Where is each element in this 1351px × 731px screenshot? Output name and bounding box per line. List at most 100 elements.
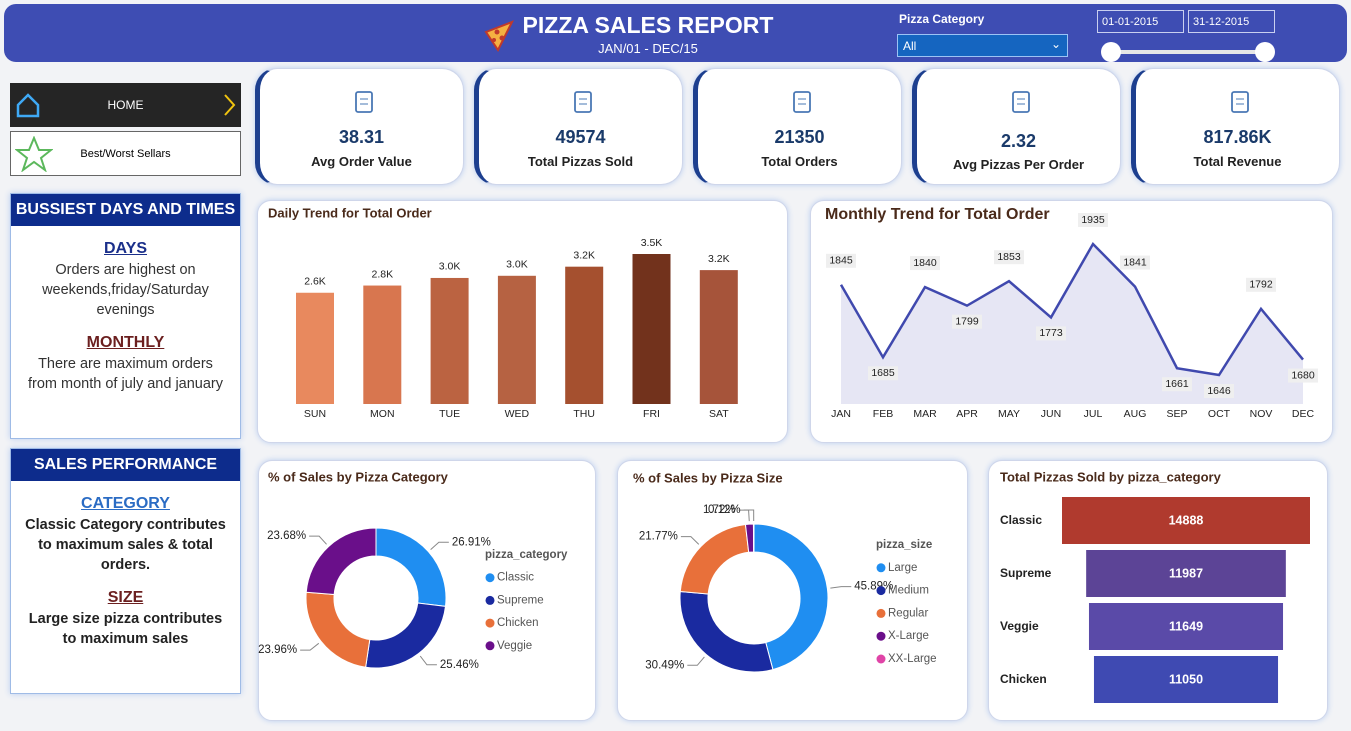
section-heading: DAYS — [104, 240, 147, 257]
legend-label: X-Large — [888, 630, 929, 642]
x-tick-label: APR — [956, 408, 978, 420]
star-icon — [15, 136, 53, 172]
x-tick-label: THU — [573, 408, 595, 420]
label-bg — [1204, 384, 1234, 398]
data-label: 3.0K — [506, 259, 528, 271]
kpi-label: Avg Order Value — [311, 154, 412, 169]
bar — [699, 270, 738, 404]
section-text: Classic Category contributes to maximum … — [25, 517, 226, 573]
panel-title: BUSSIEST DAYS AND TIMES — [11, 194, 240, 226]
x-tick-label: DEC — [1292, 408, 1315, 420]
data-label: 1853 — [997, 251, 1021, 263]
leader-line — [830, 586, 852, 589]
legend-label: Supreme — [497, 594, 544, 606]
donut-slice — [305, 591, 371, 668]
data-label: 14888 — [1169, 513, 1204, 527]
kpi-card: 49574 Total Pizzas Sold — [474, 68, 683, 185]
home-button[interactable]: HOME — [10, 83, 241, 127]
data-label: 1840 — [913, 257, 937, 269]
label-bg — [994, 250, 1024, 265]
donut-slice — [752, 523, 755, 553]
data-label: 11649 — [1169, 619, 1203, 633]
category-label: Supreme — [1000, 566, 1052, 580]
bar — [296, 292, 334, 404]
data-label: 3.2K — [708, 253, 730, 265]
filter-value: All — [903, 39, 917, 53]
x-tick-label: JUL — [1084, 408, 1103, 420]
bar — [632, 254, 671, 404]
label-bg — [952, 314, 982, 329]
funnel-bar — [1088, 603, 1284, 650]
data-label: 11987 — [1169, 566, 1203, 580]
x-tick-label: FRI — [643, 408, 660, 420]
home-icon — [16, 93, 40, 118]
line — [839, 241, 1304, 377]
leader-line — [680, 536, 700, 545]
best-worst-button[interactable]: Best/Worst Sellars — [10, 131, 241, 176]
data-label: 30.49% — [645, 659, 684, 671]
legend-title: pizza_size — [876, 539, 932, 551]
legend-marker — [485, 618, 495, 628]
label-bg — [1120, 255, 1150, 270]
panel-title: SALES PERFORMANCE — [11, 449, 240, 481]
kpi-value: 49574 — [555, 127, 606, 147]
legend-title: pizza_category — [485, 549, 568, 561]
data-label: 23.96% — [258, 644, 297, 656]
section-text: Orders are highest on weekends,friday/Sa… — [42, 262, 209, 318]
legend-label: Regular — [888, 607, 928, 619]
donut-slice — [365, 602, 447, 669]
x-tick-label: AUG — [1124, 408, 1147, 420]
data-label: 3.5K — [641, 237, 663, 249]
label-bg — [1078, 213, 1108, 227]
donut-slice — [305, 527, 377, 596]
data-label: 23.68% — [267, 530, 306, 542]
legend-marker — [485, 641, 495, 651]
report-subtitle: JAN/01 - DEC/15 — [598, 41, 698, 56]
bar — [497, 275, 536, 404]
data-label: 2.8K — [371, 268, 393, 280]
chart-title: Total Pizzas Sold by pizza_category — [1000, 469, 1222, 484]
legend-marker — [876, 563, 886, 573]
x-tick-label: SAT — [709, 408, 729, 420]
dropdown-chevron: ⌄ — [1050, 37, 1061, 51]
insight-panel: BUSSIEST DAYS AND TIMES DAYS Orders are hi… — [10, 193, 241, 439]
data-label: 3.0K — [439, 261, 461, 273]
data-label: 11050 — [1169, 672, 1203, 686]
bar — [565, 266, 604, 404]
kpi-icon — [355, 91, 373, 113]
x-tick-label: SEP — [1166, 408, 1187, 420]
x-tick-label: JAN — [831, 408, 851, 420]
x-tick-label: OCT — [1208, 408, 1231, 420]
leader-line — [430, 541, 449, 550]
insight-panel: SALES PERFORMANCE CATEGORY Classic Categor… — [10, 448, 241, 694]
leader-line — [687, 656, 705, 666]
leader-line — [300, 642, 320, 651]
donut-slice — [753, 523, 829, 671]
filter-label: Pizza Category — [899, 12, 985, 26]
data-label: 21.77% — [639, 531, 678, 543]
x-tick-label: FEB — [873, 408, 893, 420]
date-slider[interactable] — [1095, 40, 1280, 64]
x-tick-label: MON — [370, 408, 395, 420]
legend-marker — [876, 586, 886, 596]
date-to[interactable]: 31-12-2015 — [1188, 10, 1275, 33]
label-bg — [1036, 326, 1066, 341]
funnel-bar — [1062, 497, 1310, 544]
data-label: 3.2K — [573, 249, 595, 261]
data-label: 0.12% — [708, 504, 741, 516]
kpi-value: 817.86K — [1203, 127, 1272, 147]
home-label: HOME — [107, 98, 144, 112]
legend-marker — [485, 573, 495, 583]
x-tick-label: TUE — [439, 408, 460, 420]
leader-line — [419, 655, 437, 666]
category-filter[interactable]: All ⌄ — [897, 34, 1068, 57]
kpi-label: Total Orders — [761, 154, 838, 169]
chart-title: Monthly Trend for Total Order — [825, 206, 1050, 223]
size-card — [617, 460, 968, 721]
date-from[interactable]: 01-01-2015 — [1097, 10, 1184, 33]
data-label: 25.46% — [440, 659, 479, 671]
category-label: Chicken — [1000, 672, 1047, 686]
section-text: Large size pizza contributes to maximum … — [28, 611, 223, 647]
funnel-bar — [1093, 656, 1279, 703]
